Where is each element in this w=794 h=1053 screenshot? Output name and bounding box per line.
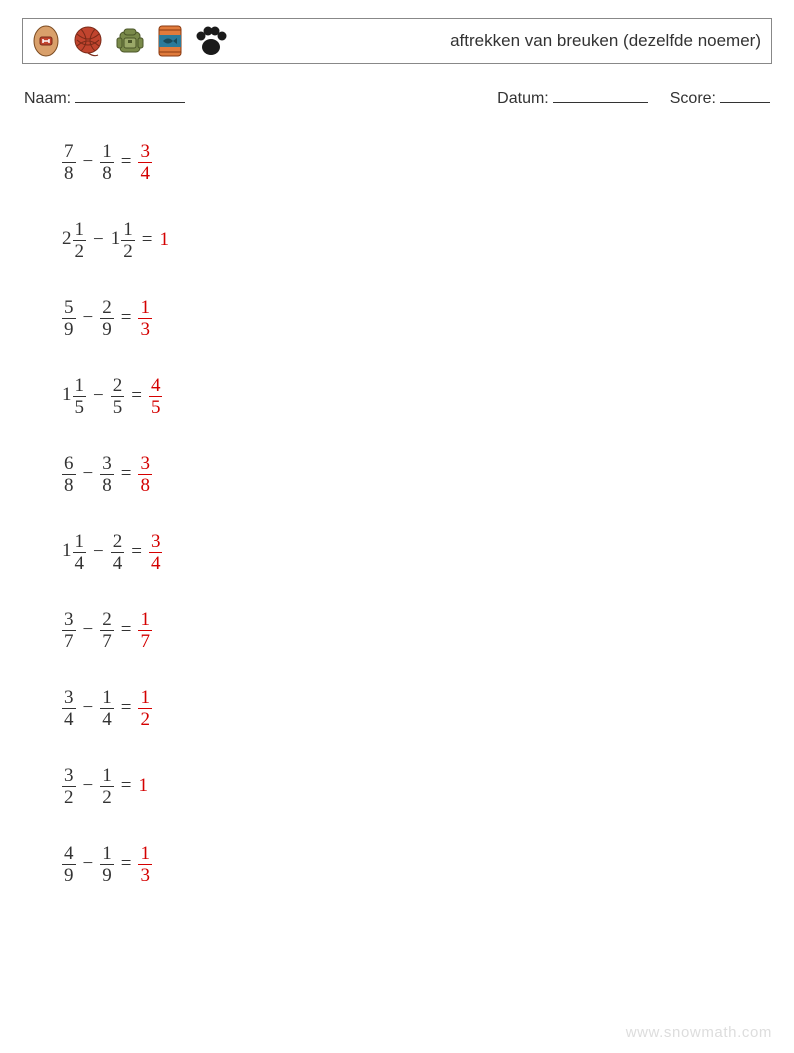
- date-label: Datum:: [497, 90, 549, 108]
- minus-operator: −: [93, 541, 104, 563]
- problem-row: 32−12=1: [62, 760, 772, 812]
- minus-operator: −: [93, 385, 104, 407]
- watermark: www.snowmath.com: [626, 1024, 772, 1041]
- minus-operator: −: [93, 229, 104, 251]
- problem-row: 34−14=12: [62, 682, 772, 734]
- equals-sign: =: [121, 307, 132, 329]
- equals-sign: =: [121, 697, 132, 719]
- equals-sign: =: [121, 619, 132, 641]
- minus-operator: −: [83, 463, 94, 485]
- minus-operator: −: [83, 853, 94, 875]
- problem-row: 68−38=38: [62, 448, 772, 500]
- equals-sign: =: [131, 385, 142, 407]
- yarn-ball-icon: [71, 24, 105, 58]
- equals-sign: =: [121, 463, 132, 485]
- backpack-icon: [113, 24, 147, 58]
- equals-sign: =: [142, 229, 153, 251]
- problem-row: 37−27=17: [62, 604, 772, 656]
- problem-row: 114−24=34: [62, 526, 772, 578]
- problem-row: 59−29=13: [62, 292, 772, 344]
- equals-sign: =: [131, 541, 142, 563]
- minus-operator: −: [83, 775, 94, 797]
- problem-row: 78−18=34: [62, 136, 772, 188]
- problem-row: 49−19=13: [62, 838, 772, 890]
- worksheet-header: aftrekken van breuken (dezelfde noemer): [22, 18, 772, 64]
- score-blank[interactable]: [720, 86, 770, 103]
- meta-row: Naam: Datum: Score:: [24, 86, 770, 108]
- problem-row: 115−25=45: [62, 370, 772, 422]
- name-blank[interactable]: [75, 86, 185, 103]
- paw-icon: [193, 24, 229, 58]
- problem-row: 212−112=1: [62, 214, 772, 266]
- fish-can-icon: [155, 23, 185, 59]
- date-blank[interactable]: [553, 86, 648, 103]
- name-label: Naam:: [24, 90, 71, 108]
- minus-operator: −: [83, 697, 94, 719]
- problems-list: 78−18=34 212−112=1 59−29=13 115−25=45 68−38=…: [62, 136, 772, 890]
- tag-icon: [29, 24, 63, 58]
- equals-sign: =: [121, 151, 132, 173]
- worksheet-title: aftrekken van breuken (dezelfde noemer): [450, 31, 761, 51]
- minus-operator: −: [83, 151, 94, 173]
- header-icons: [29, 23, 229, 59]
- minus-operator: −: [83, 307, 94, 329]
- equals-sign: =: [121, 853, 132, 875]
- score-label: Score:: [670, 90, 716, 108]
- minus-operator: −: [83, 619, 94, 641]
- equals-sign: =: [121, 775, 132, 797]
